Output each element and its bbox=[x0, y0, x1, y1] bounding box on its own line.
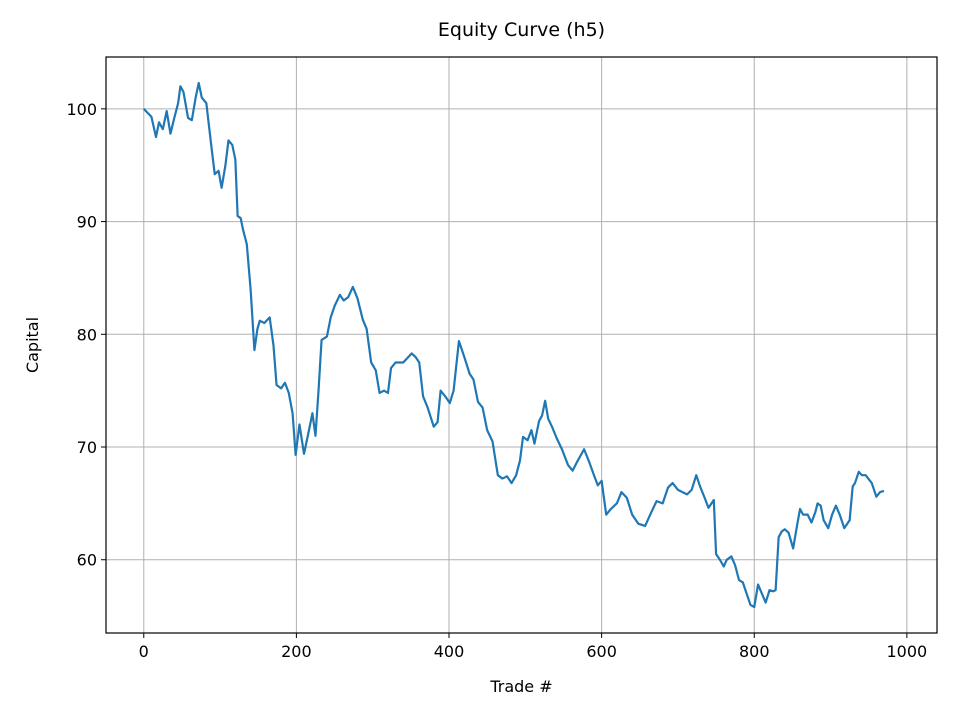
equity-line bbox=[142, 81, 885, 609]
y-tick-label: 100 bbox=[66, 100, 97, 119]
grid bbox=[106, 57, 937, 633]
chart-title: Equity Curve (h5) bbox=[438, 19, 605, 41]
y-axis-label: Capital bbox=[23, 317, 42, 373]
x-tick-label: 600 bbox=[586, 642, 617, 661]
x-tick-label: 800 bbox=[739, 642, 770, 661]
plot-area bbox=[106, 57, 937, 633]
x-tick-label: 0 bbox=[139, 642, 149, 661]
x-tick-label: 200 bbox=[281, 642, 312, 661]
x-tick-label: 400 bbox=[434, 642, 465, 661]
y-tick-label: 60 bbox=[77, 551, 97, 570]
x-axis-label: Trade # bbox=[489, 677, 552, 696]
lines bbox=[142, 81, 885, 609]
y-tick-label: 80 bbox=[77, 325, 97, 344]
y-tick-label: 70 bbox=[77, 438, 97, 457]
y-tick-label: 90 bbox=[77, 213, 97, 232]
x-tick-label: 1000 bbox=[886, 642, 927, 661]
plot-frame bbox=[105, 56, 938, 634]
